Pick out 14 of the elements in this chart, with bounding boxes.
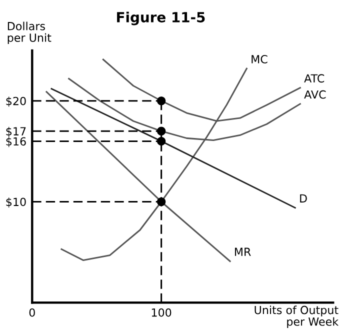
series-label: MR: [235, 248, 251, 256]
y-tick-label: $10: [6, 198, 26, 208]
y-tick-label: $16: [6, 136, 26, 148]
x-axis-title: Units of Output per Week: [254, 306, 339, 328]
series-label: D: [300, 194, 307, 202]
x-tick-label: 100: [152, 308, 172, 317]
series-label: ATC: [304, 74, 324, 83]
chart-title: Figure 11-5: [117, 12, 205, 26]
y-tick-label: $17: [6, 126, 26, 137]
x-tick-label: 0: [29, 308, 35, 317]
series-label: MC: [252, 55, 268, 64]
y-axis-title: Dollars per Unit: [8, 22, 52, 44]
series-label: AVC: [304, 90, 326, 99]
y-tick-label: $20: [6, 96, 26, 107]
